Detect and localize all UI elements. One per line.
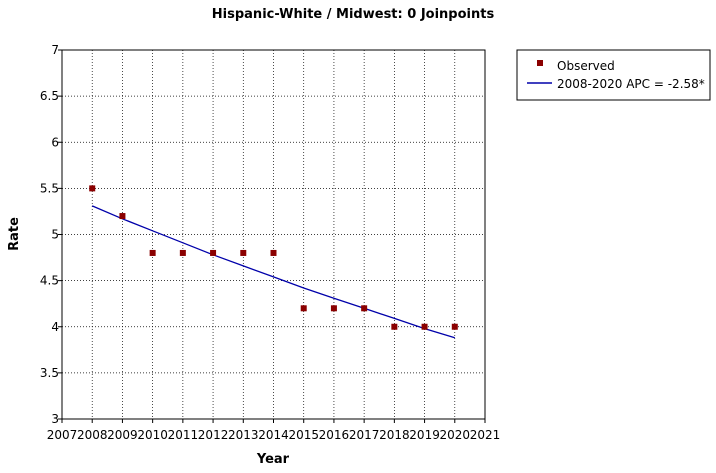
chart-title: Hispanic-White / Midwest: 0 Joinpoints — [212, 7, 495, 22]
x-tick-label: 2010 — [137, 428, 168, 442]
x-tick-label: 2015 — [288, 428, 319, 442]
y-tick-label: 4 — [51, 320, 59, 334]
observed-points-layer — [89, 185, 458, 330]
legend-box — [516, 49, 711, 101]
y-tick-label: 3 — [51, 412, 59, 426]
x-tick-label: 2017 — [349, 428, 380, 442]
y-axis-ticks: 3 3.5 4 4.5 5 5.5 6 6.5 7 — [40, 43, 62, 426]
observed-point — [89, 185, 96, 192]
legend-observed-label: Observed — [557, 59, 615, 73]
x-tick-label: 2013 — [228, 428, 259, 442]
y-tick-label: 7 — [51, 43, 59, 57]
observed-point — [361, 305, 368, 312]
observed-point — [391, 323, 398, 330]
legend: Observed 2008-2020 APC = -2.58* — [516, 49, 711, 101]
x-tick-label: 2009 — [107, 428, 138, 442]
observed-point — [179, 249, 186, 256]
trend-line — [91, 205, 455, 339]
y-tick-label: 4.5 — [40, 274, 59, 288]
x-tick-label: 2018 — [379, 428, 410, 442]
x-axis-ticks: 2007 2008 2009 2010 2011 2012 2013 2014 2015 2016… — [47, 419, 501, 442]
observed-point — [149, 249, 156, 256]
observed-point — [119, 213, 126, 220]
legend-trend-label: 2008-2020 APC = -2.58* — [557, 77, 705, 91]
observed-point — [300, 305, 307, 312]
observed-point — [421, 323, 428, 330]
plot-area — [61, 49, 486, 420]
observed-point — [330, 305, 337, 312]
observed-point — [210, 249, 217, 256]
x-tick-label: 2014 — [258, 428, 289, 442]
y-tick-label: 5.5 — [40, 181, 59, 195]
x-tick-label: 2016 — [319, 428, 350, 442]
x-tick-label: 2019 — [409, 428, 440, 442]
y-tick-label: 5 — [51, 228, 59, 242]
x-tick-label: 2011 — [168, 428, 199, 442]
x-tick-label: 2007 — [47, 428, 78, 442]
y-tick-label: 6 — [51, 135, 59, 149]
trend-line-layer — [91, 205, 455, 339]
y-axis-title: Rate — [7, 217, 22, 251]
x-tick-label: 2012 — [198, 428, 229, 442]
x-tick-label: 2021 — [470, 428, 501, 442]
legend-observed-marker — [537, 60, 543, 66]
x-axis-title: Year — [256, 452, 290, 467]
x-tick-label: 2008 — [77, 428, 108, 442]
observed-point — [451, 323, 458, 330]
y-tick-label: 6.5 — [40, 89, 59, 103]
y-tick-label: 3.5 — [40, 366, 59, 380]
observed-point — [240, 249, 247, 256]
x-tick-label: 2020 — [440, 428, 471, 442]
observed-point — [270, 249, 277, 256]
